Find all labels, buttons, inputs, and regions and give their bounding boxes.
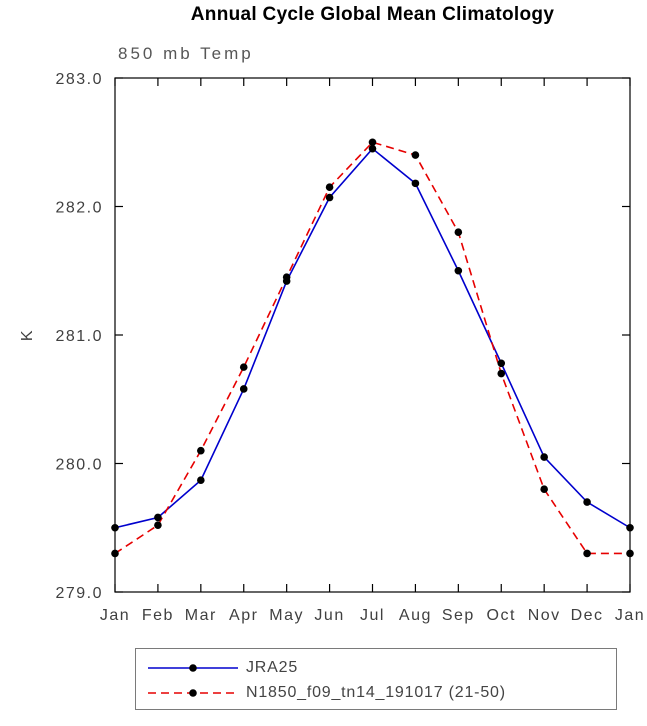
data-point-marker bbox=[626, 549, 634, 558]
plot-area: Jan Feb Mar Apr May Jun Jul Aug Sep Oct Nov Dec Jan 2… bbox=[19, 71, 645, 624]
data-point-marker bbox=[411, 151, 420, 159]
legend-label-n1850: N1850_f09_tn14_191017 (21-50) bbox=[246, 683, 506, 701]
data-point-marker bbox=[411, 179, 420, 188]
data-point-marker bbox=[583, 498, 591, 506]
y-tick-label: 282.0 bbox=[55, 200, 103, 217]
chart-title: Annual Cycle Global Mean Climatology bbox=[190, 4, 555, 25]
legend-sample-marker bbox=[189, 663, 197, 672]
data-point-marker bbox=[497, 369, 506, 378]
legend-item-jra25: JRA25 bbox=[146, 655, 616, 680]
x-tick-label: Jun bbox=[314, 607, 344, 624]
data-point-marker bbox=[540, 485, 548, 494]
data-point-marker bbox=[583, 549, 591, 558]
x-tick-label: May bbox=[269, 607, 304, 624]
y-tick-label: 279.0 bbox=[55, 585, 103, 602]
x-tick-label: Nov bbox=[528, 607, 561, 624]
data-point-marker bbox=[197, 446, 205, 455]
y-axis-title: K bbox=[19, 329, 36, 341]
legend-line-sample-n1850 bbox=[148, 688, 238, 697]
legend-sample-marker bbox=[189, 688, 197, 697]
data-point-marker bbox=[239, 363, 248, 371]
data-point-marker bbox=[368, 138, 377, 147]
data-point-marker bbox=[454, 266, 463, 275]
x-tick-label: Oct bbox=[487, 607, 516, 624]
x-tick-label: Feb bbox=[142, 607, 174, 624]
data-point-marker bbox=[325, 183, 334, 192]
data-point-marker bbox=[497, 359, 506, 368]
data-point-marker bbox=[154, 513, 162, 522]
data-point-marker bbox=[239, 385, 248, 393]
data-point-marker bbox=[626, 523, 634, 532]
legend-label-jra25: JRA25 bbox=[246, 658, 299, 676]
x-tick-label: Jan bbox=[615, 607, 645, 624]
data-point-marker bbox=[540, 453, 548, 461]
y-tick-label: 280.0 bbox=[55, 457, 103, 474]
data-point-marker bbox=[154, 521, 162, 529]
x-tick-label: Dec bbox=[571, 607, 604, 624]
y-tick-label: 283.0 bbox=[55, 71, 103, 88]
legend: JRA25 N1850_f09_tn14_191017 (21-50) bbox=[135, 648, 617, 710]
plot-frame bbox=[114, 77, 631, 593]
x-tick-label: Apr bbox=[229, 607, 258, 624]
legend-item-n1850: N1850_f09_tn14_191017 (21-50) bbox=[146, 680, 616, 705]
data-point-marker bbox=[197, 476, 205, 485]
data-point-marker bbox=[111, 523, 119, 532]
x-tick-label: Mar bbox=[185, 607, 217, 624]
chart-subtitle: 850 mb Temp bbox=[118, 44, 254, 63]
series-line-jra25 bbox=[114, 147, 631, 529]
data-point-marker bbox=[454, 228, 463, 236]
data-point-marker bbox=[111, 549, 119, 558]
x-tick-label: Aug bbox=[399, 607, 432, 624]
data-point-marker bbox=[282, 273, 291, 281]
data-point-marker bbox=[368, 144, 377, 153]
legend-line-sample-jra25 bbox=[148, 663, 238, 672]
x-tick-label: Jan bbox=[100, 607, 130, 624]
x-tick-label: Jul bbox=[360, 607, 385, 624]
y-tick-label: 281.0 bbox=[55, 328, 103, 345]
data-point-marker bbox=[325, 193, 334, 202]
series-line-n1850-f09-tn14-191017-21-50- bbox=[114, 141, 630, 555]
x-tick-label: Sep bbox=[442, 607, 475, 624]
